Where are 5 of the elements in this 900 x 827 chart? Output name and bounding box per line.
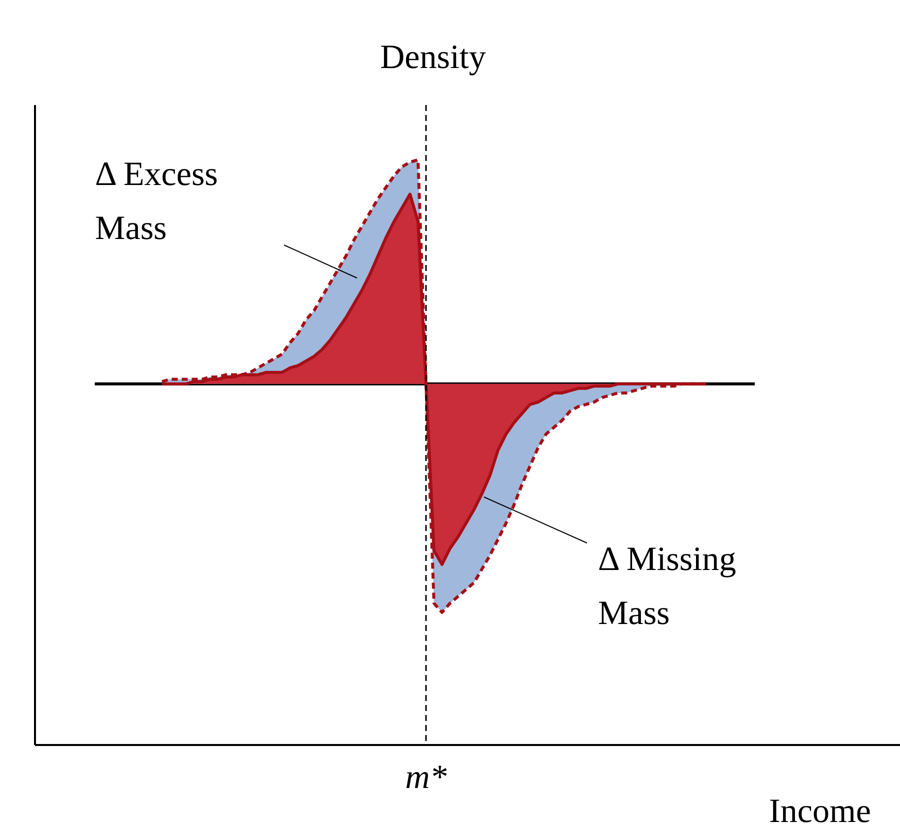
y-axis-title: Density [380,39,486,76]
annotation: Δ Excess Mass [95,156,218,247]
annotation: Δ Missing Mass [598,541,736,632]
text: m* [405,759,447,796]
text: Income [769,793,871,827]
